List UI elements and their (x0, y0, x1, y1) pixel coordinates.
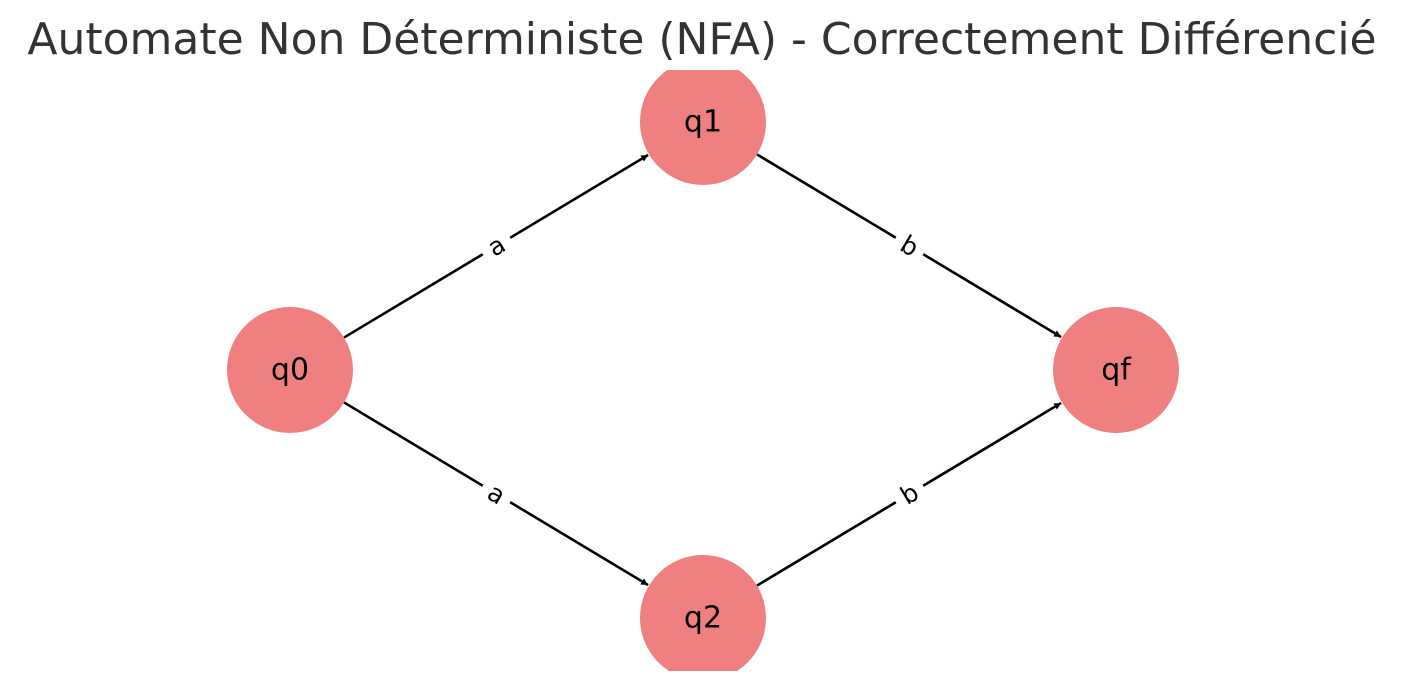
transition-label-group-q0-q2: a (474, 472, 519, 516)
state-circle-q1 (640, 70, 766, 185)
state-label-q0: q0 (271, 353, 309, 388)
transitions-layer (343, 153, 1062, 587)
transition-label-background (887, 224, 932, 268)
diagram-title: Automate Non Déterministe (NFA) - Correc… (27, 14, 1376, 65)
state-node-qf: qf (1053, 307, 1179, 433)
state-circle-q2 (640, 555, 766, 671)
state-circle-qf (1053, 307, 1179, 433)
transition-label-group-q0-q1: a (474, 224, 519, 268)
state-label-q2: q2 (684, 601, 722, 636)
state-node-q2: q2 (640, 555, 766, 671)
transition-label-group-q2-qf: b (887, 472, 932, 516)
state-node-q0: q0 (227, 307, 353, 433)
transition-label-background (887, 472, 932, 516)
state-label-qf: qf (1101, 353, 1132, 388)
transition-label-group-q1-qf: b (887, 224, 932, 268)
state-label-q1: q1 (684, 105, 722, 140)
transition-label-background (474, 472, 519, 516)
transition-labels-layer: a a b b (474, 224, 932, 516)
states-layer: q0 q1 q2 qf (227, 70, 1179, 671)
transition-label-background (474, 224, 519, 268)
state-circle-q0 (227, 307, 353, 433)
state-node-q1: q1 (640, 70, 766, 185)
